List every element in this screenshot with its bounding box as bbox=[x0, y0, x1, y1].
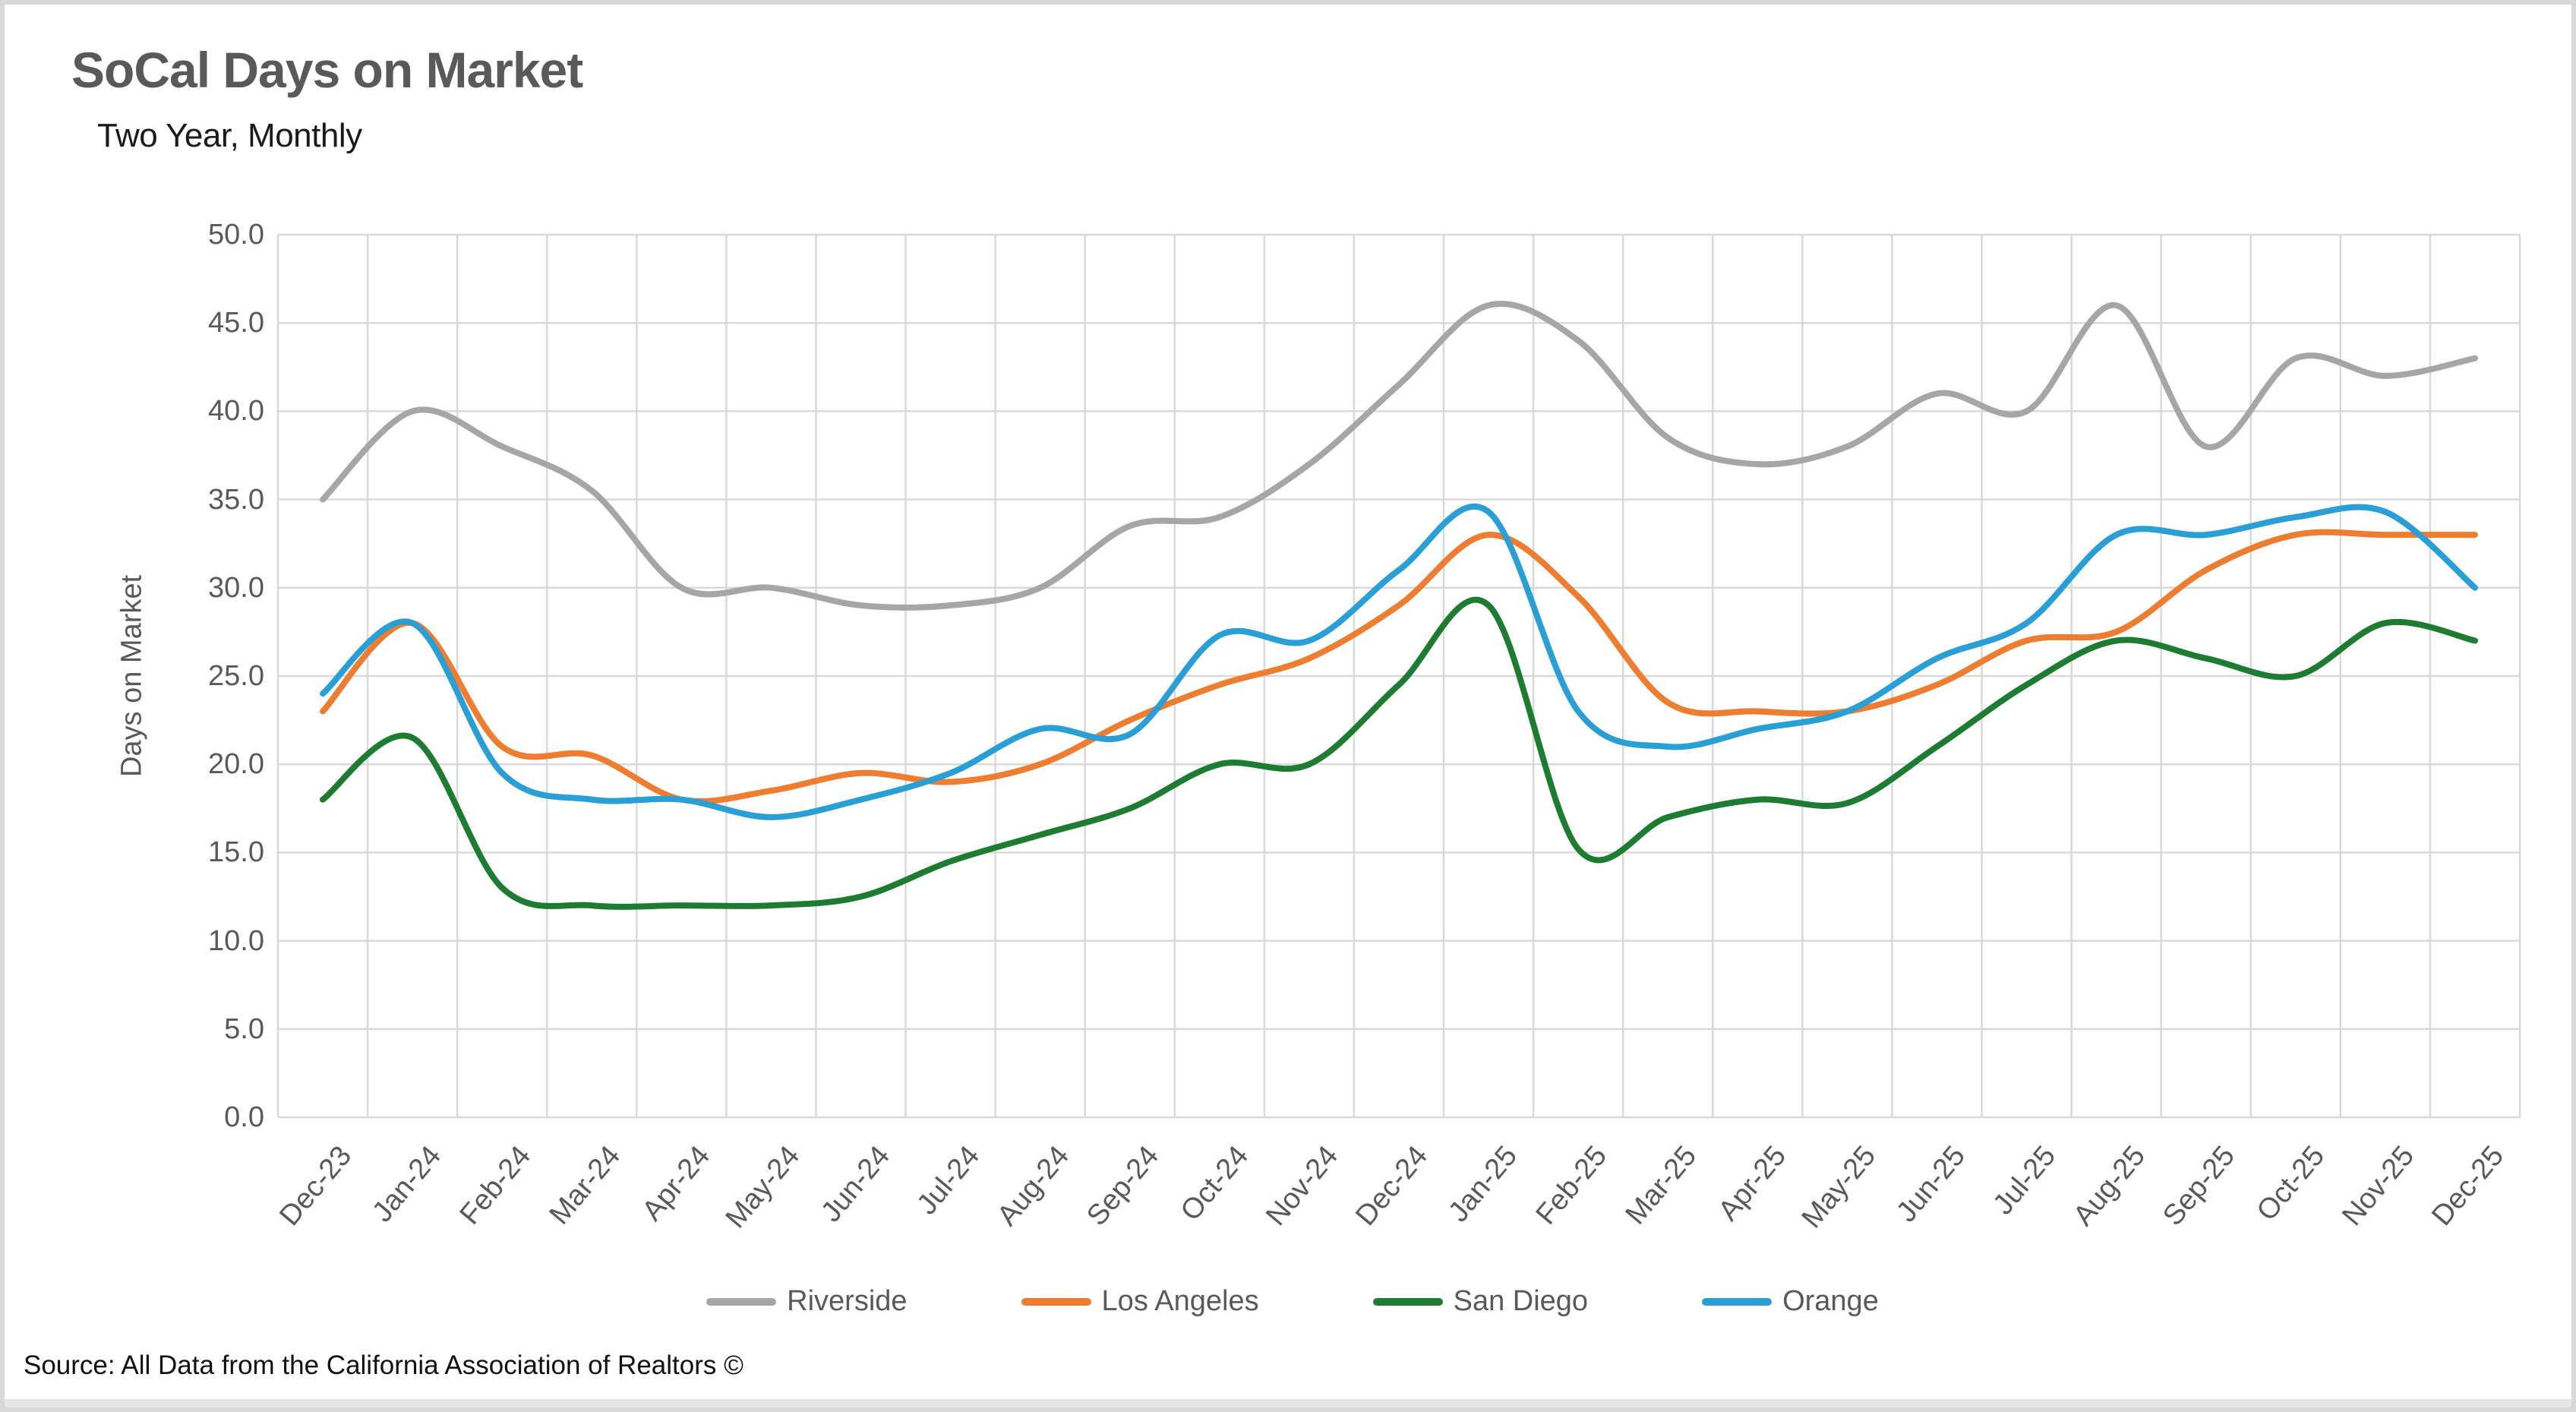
legend-label: Los Angeles bbox=[1101, 1285, 1259, 1317]
chart-title: SoCal Days on Market bbox=[71, 42, 583, 98]
series-line-los-angeles bbox=[320, 529, 2478, 804]
legend-item-riverside: Riverside bbox=[706, 1285, 908, 1318]
source-note: Source: All Data from the California Ass… bbox=[24, 1350, 743, 1380]
y-tick-label: 15.0 bbox=[208, 836, 264, 869]
y-tick-label: 20.0 bbox=[208, 748, 264, 781]
y-tick-label: 0.0 bbox=[224, 1101, 264, 1133]
y-tick-label: 10.0 bbox=[208, 924, 264, 957]
legend-label: San Diego bbox=[1453, 1285, 1589, 1317]
y-tick-label: 35.0 bbox=[208, 483, 264, 516]
legend-line-swatch bbox=[1702, 1297, 1773, 1306]
y-tick-label: 30.0 bbox=[208, 571, 264, 604]
chart-subtitle: Two Year, Monthly bbox=[97, 117, 362, 154]
legend-item-san-diego: San Diego bbox=[1372, 1285, 1589, 1318]
y-tick-label: 25.0 bbox=[208, 660, 264, 692]
legend-line-swatch bbox=[1021, 1297, 1091, 1306]
y-tick-label: 45.0 bbox=[208, 307, 264, 340]
legend-line-swatch bbox=[1372, 1297, 1443, 1306]
series-lines bbox=[320, 301, 2478, 910]
bottom-strip bbox=[5, 1399, 2571, 1407]
legend-label: Riverside bbox=[787, 1285, 908, 1317]
legend-label: Orange bbox=[1782, 1285, 1879, 1317]
y-tick-label: 50.0 bbox=[208, 219, 264, 251]
legend-item-los-angeles: Los Angeles bbox=[1021, 1285, 1259, 1318]
legend-line-swatch bbox=[706, 1297, 777, 1306]
plot-area bbox=[276, 233, 2521, 1119]
legend-item-orange: Orange bbox=[1702, 1285, 1879, 1318]
y-tick-label: 40.0 bbox=[208, 395, 264, 428]
gridlines bbox=[276, 233, 2521, 1119]
series-line-san-diego bbox=[320, 596, 2478, 910]
y-tick-label: 5.0 bbox=[224, 1012, 264, 1045]
chart-legend: Riverside Los Angeles San Diego Orange bbox=[5, 1285, 2571, 1318]
series-line-riverside bbox=[320, 301, 2478, 611]
series-line-orange bbox=[320, 503, 2478, 820]
